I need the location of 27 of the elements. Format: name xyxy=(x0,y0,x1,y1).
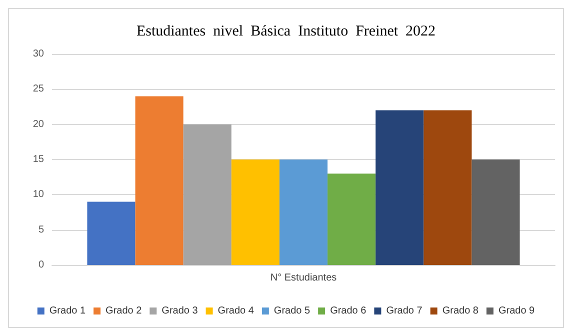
legend-label: Grado 5 xyxy=(274,306,311,316)
legend-label: Grado 7 xyxy=(386,306,423,316)
bar xyxy=(87,202,136,265)
y-tick-label: 5 xyxy=(38,224,44,236)
y-tick-label: 20 xyxy=(32,118,44,130)
bar xyxy=(231,160,280,265)
y-tick-label: 30 xyxy=(32,48,44,60)
legend-label: Grado 2 xyxy=(106,306,142,316)
legend-label: Grado 6 xyxy=(330,306,367,316)
bar xyxy=(472,160,520,265)
bar xyxy=(424,110,472,265)
y-tick-label: 15 xyxy=(32,154,44,165)
legend-label: Grado 8 xyxy=(442,306,479,316)
chart-title: Estudiantes nivel Básica Instituto Freinet 2022 xyxy=(136,24,436,40)
x-tick-label: N° Estudiantes xyxy=(270,272,337,284)
bar xyxy=(183,124,232,265)
y-tick-label: 0 xyxy=(38,260,44,270)
legend-label: Grado 4 xyxy=(218,306,254,316)
bar xyxy=(135,96,184,265)
bar xyxy=(376,110,424,265)
bar xyxy=(279,160,328,265)
legend-label: Grado 1 xyxy=(49,306,86,316)
bar xyxy=(328,174,376,265)
y-tick-label: 10 xyxy=(32,189,44,200)
legend-label: Grado 3 xyxy=(162,306,198,316)
legend-label: Grado 9 xyxy=(498,306,536,316)
y-tick-label: 25 xyxy=(32,84,44,95)
